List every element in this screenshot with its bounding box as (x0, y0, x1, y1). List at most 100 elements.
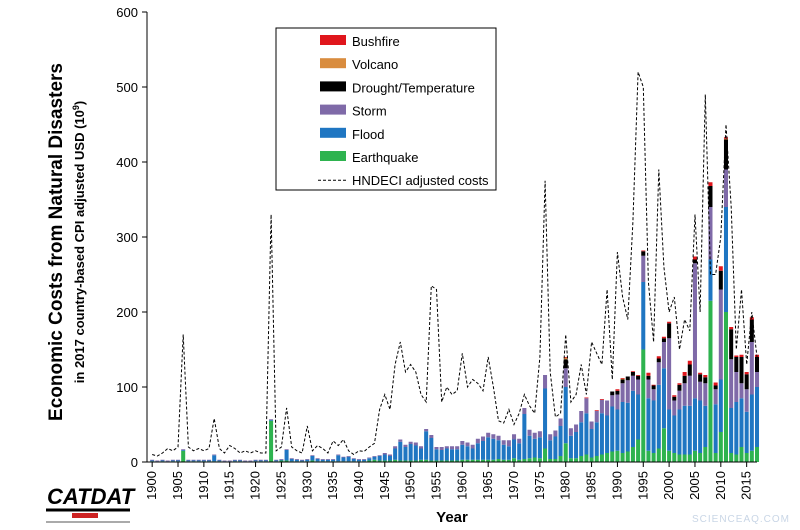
x-tick-label: 1980 (558, 471, 573, 500)
bar-segment-storm (470, 444, 475, 449)
bar-segment-flood (605, 415, 610, 453)
logo-text: CATDAT (47, 484, 136, 509)
x-tick-label: 1985 (584, 471, 599, 500)
bar-segment-storm (491, 434, 496, 439)
bar-segment-storm (615, 394, 620, 410)
bar-segment-flood (320, 459, 325, 462)
bar-segment-storm (258, 459, 263, 461)
bar-segment-storm (253, 459, 258, 461)
bar-segment-earthquake (387, 460, 392, 462)
bar-segment-flood (584, 413, 589, 455)
bar-segment-flood (300, 460, 305, 462)
bar-segment-storm (692, 263, 697, 399)
bar-segment-earthquake (651, 453, 656, 462)
bar-segment-flood (217, 460, 222, 462)
bar-segment-bushfire (687, 360, 692, 365)
bar-segment-flood (543, 388, 548, 449)
bar-segment-storm (310, 455, 315, 456)
bar-segment-bushfire (682, 372, 687, 376)
bar-segment-flood (460, 444, 465, 460)
bar-segment-earthquake (543, 448, 548, 462)
bar-segment-earthquake (548, 459, 553, 462)
x-tick-label: 1940 (351, 471, 366, 500)
bar-segment-earthquake (729, 453, 734, 462)
bar-segment-drought-temperature (667, 323, 672, 339)
legend-swatch-bushfire (320, 35, 346, 45)
bar-segment-earthquake (367, 460, 372, 462)
bar-segment-storm (398, 439, 403, 442)
bar-segment-earthquake (615, 450, 620, 462)
bar-segment-earthquake (470, 459, 475, 462)
bar-segment-volcano (620, 378, 625, 380)
x-tick-label: 1925 (273, 471, 288, 500)
bar-segment-volcano (563, 357, 568, 360)
bar-segment-storm (517, 438, 522, 444)
bar-segment-flood (522, 414, 527, 459)
bar-segment-earthquake (749, 450, 754, 462)
bar-segment-bushfire (672, 395, 677, 397)
bar-segment-earthquake (698, 453, 703, 462)
bar-segment-flood (512, 439, 517, 459)
bar-segment-flood (708, 259, 713, 301)
bar-segment-flood (641, 282, 646, 350)
bar-segment-earthquake (636, 439, 641, 462)
x-tick-label: 1995 (635, 471, 650, 500)
bar-segment-storm (403, 444, 408, 447)
bar-segment-storm (444, 446, 449, 449)
bar-segment-storm (739, 383, 744, 399)
bar-segment-earthquake (723, 312, 728, 462)
bar-segment-bushfire (630, 371, 635, 372)
bar-segment-flood (667, 409, 672, 451)
bar-segment-earthquake (703, 447, 708, 462)
bar-segment-storm (625, 380, 630, 403)
bar-segment-storm (537, 431, 542, 438)
bar-segment-drought-temperature (754, 357, 760, 372)
hndeci-line-group (152, 71, 758, 457)
bar-segment-drought-temperature (744, 374, 749, 390)
bar-segment-flood (739, 398, 744, 447)
bar-segment-bushfire (708, 182, 713, 186)
y-tick-label: 600 (116, 5, 138, 20)
x-tick-label: 1960 (454, 471, 469, 500)
bar-segment-flood (698, 400, 703, 453)
bar-segment-bushfire (563, 357, 568, 358)
bar-segment-flood (548, 440, 553, 459)
bar-segment-flood (382, 454, 387, 461)
bar-segment-earthquake (501, 459, 506, 462)
legend-label-earthquake: Earthquake (352, 150, 419, 165)
bar-segment-earthquake (646, 450, 651, 462)
bar-segment-flood (201, 460, 206, 462)
bar-segment-earthquake (460, 459, 465, 462)
bar-segment-storm (418, 446, 423, 449)
bar-segment-storm (356, 459, 361, 460)
legend-label-flood: Flood (352, 127, 385, 142)
bar-segment-earthquake (641, 349, 646, 462)
bar-segment-storm (734, 372, 739, 402)
x-tick-label: 2015 (739, 471, 754, 500)
bar-segment-flood (331, 459, 336, 462)
bar-segment-flood (191, 460, 196, 462)
bar-segment-flood (506, 446, 511, 460)
x-tick-label: 1945 (377, 471, 392, 500)
bar-segment-earthquake (563, 443, 568, 462)
bar-segment-storm (656, 362, 661, 385)
bar-segment-storm (610, 395, 615, 407)
x-tick-label: 1900 (144, 471, 159, 500)
bar-segment-storm (449, 446, 455, 450)
bar-segment-flood (398, 441, 403, 461)
bar-segment-earthquake (537, 458, 542, 462)
bar-segment-earthquake (506, 459, 511, 462)
bar-segment-storm (165, 460, 170, 462)
bar-segment-storm (429, 435, 434, 438)
bar-segment-earthquake (656, 448, 661, 462)
bar-segment-bushfire (636, 375, 641, 376)
bar-segment-earthquake (424, 459, 429, 462)
bar-segment-flood (372, 456, 377, 460)
bar-segment-earthquake (734, 454, 739, 462)
legend-label-hndeci-adjusted-costs: HNDECI adjusted costs (352, 173, 489, 188)
bar-segment-bushfire (718, 266, 723, 271)
bar-segment-earthquake (625, 451, 630, 462)
bar-segment-flood (181, 450, 186, 451)
bar-segment-drought-temperature (641, 251, 646, 256)
bar-segment-flood (170, 460, 175, 462)
